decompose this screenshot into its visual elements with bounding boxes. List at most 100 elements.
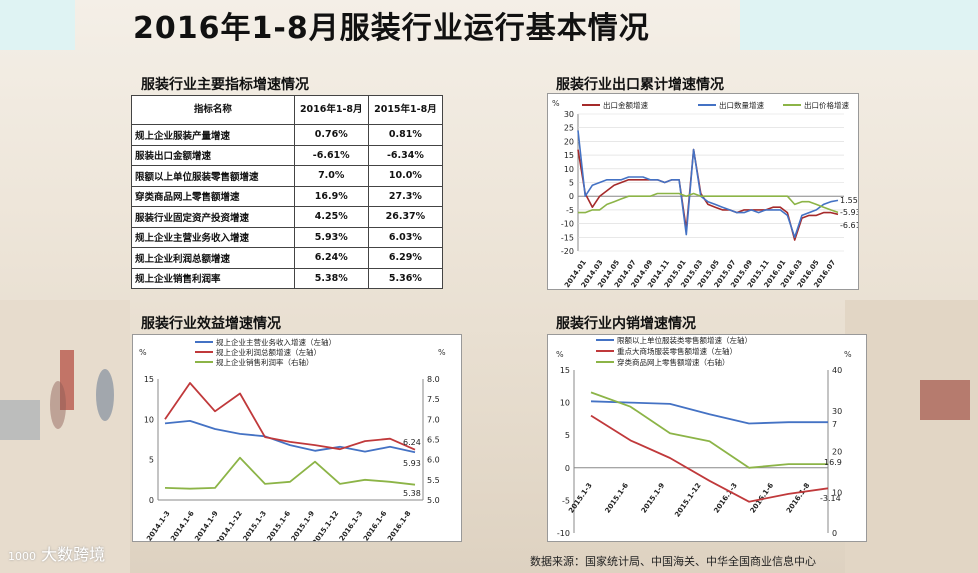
legend-label: 限额以上单位服装类零售额增速（左轴） xyxy=(617,335,752,345)
y-tick-label: -15 xyxy=(561,233,574,242)
y-tick-label: 5 xyxy=(569,179,574,188)
end-value-label: 16.9 xyxy=(824,458,842,467)
x-tick-label: 2016.1-6 xyxy=(362,509,389,541)
y-tick-label: 0 xyxy=(569,192,574,201)
domestic-chart: % % -10 -5 0 5 10 15 0 10 20 30 40 2015.1-3 2015.1-6 20… xyxy=(556,335,852,538)
series-line-3 xyxy=(578,192,839,214)
series-line-1 xyxy=(164,420,416,454)
y2-unit-label: % xyxy=(844,350,852,359)
export-chart-panel: % -20 -15 -10 -5 0 5 10 15 20 25 30 2014.01 2014.03 20… xyxy=(547,93,861,290)
table-row: 规上企业主营业务收入增速 5.93% 6.03% xyxy=(131,226,444,248)
indicator-name-cell: 规上企业销售利润率 xyxy=(131,267,295,289)
y-tick-label: -10 xyxy=(557,529,570,538)
series-line-2 xyxy=(590,414,829,503)
y2-tick-label: 20 xyxy=(832,448,842,457)
indicator-name-cell: 穿类商品网上零售额增速 xyxy=(131,185,295,207)
y-unit-label: % xyxy=(552,99,560,108)
series-line-1 xyxy=(577,148,839,241)
table-header-cell: 2016年1-8月 xyxy=(293,95,369,125)
x-tick-label: 2015.1-3 xyxy=(567,481,594,514)
y-tick-label: 30 xyxy=(564,110,574,119)
y-tick-label: 0 xyxy=(565,464,570,473)
y2-tick-label: 5.0 xyxy=(427,496,440,505)
table-header-cell: 指标名称 xyxy=(131,95,295,125)
y-tick-label: -20 xyxy=(561,247,574,256)
indicator-value-cell: 6.29% xyxy=(367,247,444,269)
indicator-name-cell: 规上企业服装产量增速 xyxy=(131,124,295,146)
y2-tick-label: 40 xyxy=(832,366,842,375)
domestic-section-title: 服装行业内销增速情况 xyxy=(556,316,696,332)
domestic-chart-panel: %% -10 -5 0 5 10 15 0 10 20 30 40 2015.1-3 2015.1-6 20… xyxy=(547,334,867,542)
x-tick-label: 2015.1-9 xyxy=(640,481,667,514)
series-line-2 xyxy=(164,382,416,451)
indicator-value-cell: 16.9% xyxy=(293,185,369,207)
x-tick-label: 2016.1-8 xyxy=(386,509,413,541)
x-tick-label: 2015.1-6 xyxy=(604,481,631,514)
legend-label: 出口价格增速 xyxy=(804,100,849,110)
legend-label: 重点大商场服装零售额增速（左轴） xyxy=(617,346,737,356)
indicator-value-cell: 6.24% xyxy=(293,247,369,269)
indicator-name-cell: 服装行业固定资产投资增速 xyxy=(131,206,295,228)
series-line-2 xyxy=(577,130,839,239)
y-tick-label: -5 xyxy=(562,496,570,505)
y-tick-label: 15 xyxy=(560,366,570,375)
table-header-cell: 2015年1-8月 xyxy=(367,95,444,125)
y-tick-label: 20 xyxy=(564,137,574,146)
y2-tick-label: 7.5 xyxy=(427,395,440,404)
benefit-chart-panel: %% 0 5 10 15 5.0 5.5 6.0 6.5 7.0 7.5 8.0 2014.1-3 201… xyxy=(132,334,462,547)
benefit-section-title: 服装行业效益增速情况 xyxy=(141,316,281,332)
table-section-title: 服装行业主要指标增速情况 xyxy=(141,77,309,93)
x-tick-label: 2014.1-9 xyxy=(193,509,220,541)
benefit-chart: % %0510155.05.56.06.57.07.58.02014.1-3201… xyxy=(139,337,446,547)
export-chart: %-20-15-10-50510152025302014.012014.0320… xyxy=(552,99,861,289)
x-tick-label: 2015.1-3 xyxy=(242,509,269,541)
y-tick-label: 5 xyxy=(149,456,154,465)
table-row: 规上企业服装产量增速 0.76% 0.81% xyxy=(131,124,444,146)
table-row: 规上企业销售利润率 5.38% 5.36% xyxy=(131,267,444,289)
y-tick-label: 10 xyxy=(144,415,154,424)
legend-label: 规上企业利润总额增速（左轴） xyxy=(216,347,321,357)
indicator-value-cell: 5.38% xyxy=(293,267,369,289)
y-tick-label: -5 xyxy=(566,206,574,215)
indicator-value-cell: -6.61% xyxy=(293,144,369,166)
legend-label: 出口数量增速 xyxy=(719,100,764,110)
end-value-label: 6.24 xyxy=(403,438,421,447)
series-line-3 xyxy=(590,391,828,469)
y-tick-label: 15 xyxy=(564,151,574,160)
x-tick-label: 2015.1-12 xyxy=(673,481,702,518)
legend-label: 穿类商品网上零售额增速（右轴） xyxy=(617,357,730,367)
table-row: 服装出口金额增速 -6.61% -6.34% xyxy=(131,144,444,166)
indicator-value-cell: 10.0% xyxy=(367,165,444,187)
indicator-value-cell: 0.81% xyxy=(367,124,444,146)
indicator-value-cell: 27.3% xyxy=(367,185,444,207)
table-row: 穿类商品网上零售额增速 16.9% 27.3% xyxy=(131,185,444,207)
y2-tick-label: 5.5 xyxy=(427,476,440,485)
legend-label: 规上企业主营业务收入增速（左轴） xyxy=(216,337,336,347)
table-row: 限额以上单位服装零售额增速 7.0% 10.0% xyxy=(131,165,444,187)
y2-tick-label: 30 xyxy=(832,407,842,416)
indicator-name-cell: 服装出口金额增速 xyxy=(131,144,295,166)
end-value-label: -5.93 xyxy=(840,208,858,217)
end-value-label: 7 xyxy=(832,420,837,429)
export-section-title: 服装行业出口累计增速情况 xyxy=(556,77,724,93)
indicator-value-cell: 5.93% xyxy=(293,226,369,248)
y-tick-label: -10 xyxy=(561,220,574,229)
end-value-label: 5.38 xyxy=(403,489,421,498)
y-tick-label: 5 xyxy=(565,431,570,440)
y-tick-label: 10 xyxy=(564,165,574,174)
x-tick-label: 2015.1-9 xyxy=(290,509,317,541)
table-row: 规上企业利润总额增速 6.24% 6.29% xyxy=(131,247,444,269)
y2-tick-label: 6.0 xyxy=(427,456,440,465)
y2-tick-label: 7.0 xyxy=(427,415,440,424)
brand-logo: 1000 大数跨境 xyxy=(8,541,105,565)
indicator-name-cell: 规上企业主营业务收入增速 xyxy=(131,226,295,248)
page-title: 2016年1-8月服装行业运行基本情况 xyxy=(133,11,650,46)
indicator-value-cell: 7.0% xyxy=(293,165,369,187)
indicator-value-cell: 6.03% xyxy=(367,226,444,248)
end-value-label: -3.14 xyxy=(820,494,841,503)
y-tick-label: 25 xyxy=(564,124,574,133)
indicator-value-cell: 26.37% xyxy=(367,206,444,228)
y2-tick-label: 6.5 xyxy=(427,436,440,445)
y-tick-label: 0 xyxy=(149,496,154,505)
